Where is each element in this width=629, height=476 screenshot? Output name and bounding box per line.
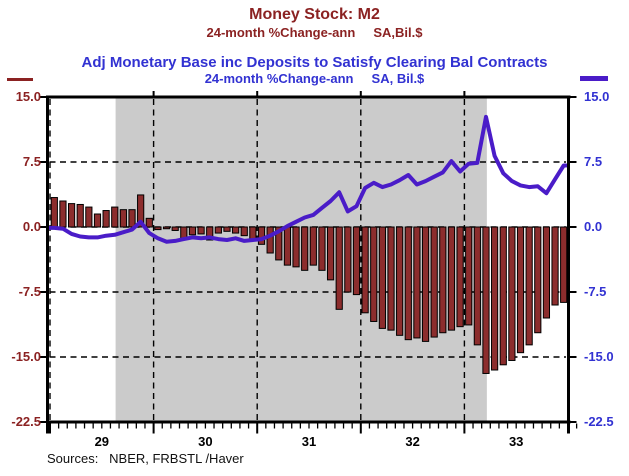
tick-marks	[39, 91, 578, 434]
x-tick-label: 29	[94, 434, 110, 449]
y-tick-label-left: -22.5	[11, 414, 41, 429]
y-tick-label-left: -15.0	[11, 349, 41, 364]
x-tick-label: 33	[508, 434, 524, 449]
series2-legend-swatch	[580, 76, 608, 81]
y-tick-label-right: 0.0	[584, 219, 603, 234]
y-tick-label-left: 15.0	[15, 89, 41, 104]
plot-borders	[46, 95, 571, 434]
series1-legend-swatch	[7, 78, 33, 81]
y-tick-label-right: -15.0	[584, 349, 614, 364]
sources-note: Sources: NBER, FRBSTL /Haver	[47, 451, 244, 466]
x-tick-label: 31	[301, 434, 317, 449]
y-tick-label-right: 15.0	[584, 89, 610, 104]
y-tick-label-right: 7.5	[584, 154, 603, 169]
y-tick-label-left: -7.5	[18, 284, 41, 299]
y-tick-label-left: 0.0	[22, 219, 41, 234]
series1-subtitle: 24-month %Change-ann SA,Bil.$	[206, 25, 423, 40]
y-tick-label-left: 7.5	[22, 154, 41, 169]
y-tick-label-right: -7.5	[584, 284, 607, 299]
series2-subtitle: 24-month %Change-ann SA, Bil.$	[204, 71, 425, 86]
series2-title: Adj Monetary Base inc Deposits to Satisf…	[81, 54, 548, 71]
monetary-base-line	[47, 114, 568, 244]
x-tick-label: 32	[405, 434, 420, 449]
x-tick-label: 30	[198, 434, 213, 449]
m2-bars	[50, 194, 568, 374]
series1-title: Money Stock: M2	[249, 6, 380, 23]
y-tick-label-right: -22.5	[584, 414, 614, 429]
